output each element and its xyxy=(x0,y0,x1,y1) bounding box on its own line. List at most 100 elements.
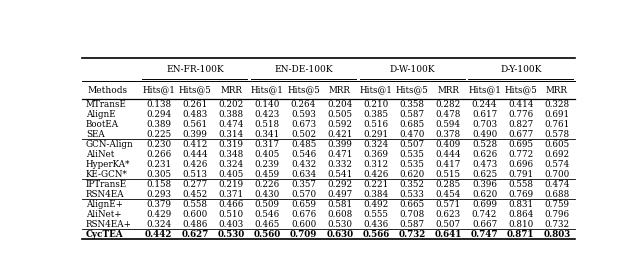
Text: 0.483: 0.483 xyxy=(182,110,207,119)
Text: 0.566: 0.566 xyxy=(362,230,390,238)
Text: D-Y-100K: D-Y-100K xyxy=(500,65,541,74)
Text: 0.685: 0.685 xyxy=(399,120,425,129)
Text: 0.426: 0.426 xyxy=(182,160,207,169)
Text: 0.314: 0.314 xyxy=(218,130,244,139)
Text: 0.471: 0.471 xyxy=(327,150,353,159)
Text: 0.426: 0.426 xyxy=(364,170,388,179)
Text: Hits@1: Hits@1 xyxy=(251,86,284,95)
Text: 0.558: 0.558 xyxy=(508,180,533,189)
Text: 0.759: 0.759 xyxy=(545,200,570,209)
Text: 0.578: 0.578 xyxy=(545,130,570,139)
Text: 0.871: 0.871 xyxy=(507,230,534,238)
Text: 0.630: 0.630 xyxy=(326,230,353,238)
Text: 0.769: 0.769 xyxy=(508,190,533,199)
Text: 0.282: 0.282 xyxy=(436,100,461,109)
Text: 0.379: 0.379 xyxy=(146,200,171,209)
Text: 0.555: 0.555 xyxy=(364,210,388,219)
Text: 0.371: 0.371 xyxy=(218,190,244,199)
Text: 0.412: 0.412 xyxy=(182,140,207,149)
Text: 0.673: 0.673 xyxy=(291,120,316,129)
Text: 0.533: 0.533 xyxy=(399,190,424,199)
Text: 0.535: 0.535 xyxy=(399,160,424,169)
Text: 0.535: 0.535 xyxy=(399,150,424,159)
Text: 0.378: 0.378 xyxy=(436,130,461,139)
Text: 0.291: 0.291 xyxy=(364,130,388,139)
Text: 0.474: 0.474 xyxy=(218,120,244,129)
Text: CycTEA: CycTEA xyxy=(86,230,124,238)
Text: 0.403: 0.403 xyxy=(218,220,244,229)
Text: IPTransE: IPTransE xyxy=(86,180,127,189)
Text: 0.761: 0.761 xyxy=(544,120,570,129)
Text: 0.864: 0.864 xyxy=(508,210,533,219)
Text: Hits@5: Hits@5 xyxy=(179,86,211,95)
Text: 0.202: 0.202 xyxy=(218,100,244,109)
Text: EN-FR-100K: EN-FR-100K xyxy=(166,65,224,74)
Text: 0.138: 0.138 xyxy=(146,100,172,109)
Text: 0.665: 0.665 xyxy=(399,200,425,209)
Text: 0.293: 0.293 xyxy=(146,190,171,199)
Text: 0.581: 0.581 xyxy=(327,200,352,209)
Text: Hits@5: Hits@5 xyxy=(396,86,428,95)
Text: 0.452: 0.452 xyxy=(182,190,207,199)
Text: 0.703: 0.703 xyxy=(472,120,497,129)
Text: 0.688: 0.688 xyxy=(544,190,570,199)
Text: 0.541: 0.541 xyxy=(327,170,353,179)
Text: 0.515: 0.515 xyxy=(436,170,461,179)
Text: 0.294: 0.294 xyxy=(146,110,172,119)
Text: 0.513: 0.513 xyxy=(182,170,207,179)
Text: 0.423: 0.423 xyxy=(255,110,280,119)
Text: 0.641: 0.641 xyxy=(435,230,462,238)
Text: 0.490: 0.490 xyxy=(472,130,497,139)
Text: D-W-100K: D-W-100K xyxy=(389,65,435,74)
Text: 0.776: 0.776 xyxy=(508,110,533,119)
Text: 0.478: 0.478 xyxy=(436,110,461,119)
Text: 0.384: 0.384 xyxy=(364,190,388,199)
Text: 0.593: 0.593 xyxy=(291,110,316,119)
Text: 0.620: 0.620 xyxy=(472,190,497,199)
Text: 0.600: 0.600 xyxy=(291,220,316,229)
Text: 0.357: 0.357 xyxy=(291,180,316,189)
Text: 0.341: 0.341 xyxy=(255,130,280,139)
Text: 0.626: 0.626 xyxy=(472,150,497,159)
Text: 0.231: 0.231 xyxy=(146,160,172,169)
Text: 0.677: 0.677 xyxy=(508,130,533,139)
Text: 0.747: 0.747 xyxy=(471,230,499,238)
Text: Hits@5: Hits@5 xyxy=(287,86,320,95)
Text: 0.226: 0.226 xyxy=(255,180,280,189)
Text: MTransE: MTransE xyxy=(86,100,127,109)
Text: 0.510: 0.510 xyxy=(218,210,244,219)
Text: 0.219: 0.219 xyxy=(218,180,244,189)
Text: 0.324: 0.324 xyxy=(364,140,388,149)
Text: 0.692: 0.692 xyxy=(545,150,570,159)
Text: 0.277: 0.277 xyxy=(182,180,207,189)
Text: 0.625: 0.625 xyxy=(472,170,497,179)
Text: Methods: Methods xyxy=(87,86,127,95)
Text: 0.261: 0.261 xyxy=(182,100,207,109)
Text: 0.592: 0.592 xyxy=(327,120,352,129)
Text: 0.634: 0.634 xyxy=(291,170,316,179)
Text: 0.442: 0.442 xyxy=(145,230,172,238)
Text: 0.695: 0.695 xyxy=(508,140,533,149)
Text: 0.803: 0.803 xyxy=(543,230,570,238)
Text: 0.292: 0.292 xyxy=(327,180,352,189)
Text: KE-GCN*: KE-GCN* xyxy=(86,170,128,179)
Text: 0.546: 0.546 xyxy=(255,210,280,219)
Text: 0.140: 0.140 xyxy=(255,100,280,109)
Text: 0.264: 0.264 xyxy=(291,100,316,109)
Text: 0.474: 0.474 xyxy=(544,180,570,189)
Text: 0.225: 0.225 xyxy=(146,130,172,139)
Text: 0.699: 0.699 xyxy=(472,200,497,209)
Text: 0.312: 0.312 xyxy=(364,160,388,169)
Text: 0.305: 0.305 xyxy=(146,170,171,179)
Text: 0.405: 0.405 xyxy=(218,170,244,179)
Text: RSN4EA: RSN4EA xyxy=(86,190,125,199)
Text: 0.594: 0.594 xyxy=(436,120,461,129)
Text: HyperKA*: HyperKA* xyxy=(86,160,131,169)
Text: 0.385: 0.385 xyxy=(364,110,388,119)
Text: 0.485: 0.485 xyxy=(291,140,316,149)
Text: EN-DE-100K: EN-DE-100K xyxy=(274,65,333,74)
Text: AlignE+: AlignE+ xyxy=(86,200,123,209)
Text: 0.507: 0.507 xyxy=(399,140,425,149)
Text: 0.831: 0.831 xyxy=(508,200,533,209)
Text: RSN4EA+: RSN4EA+ xyxy=(86,220,132,229)
